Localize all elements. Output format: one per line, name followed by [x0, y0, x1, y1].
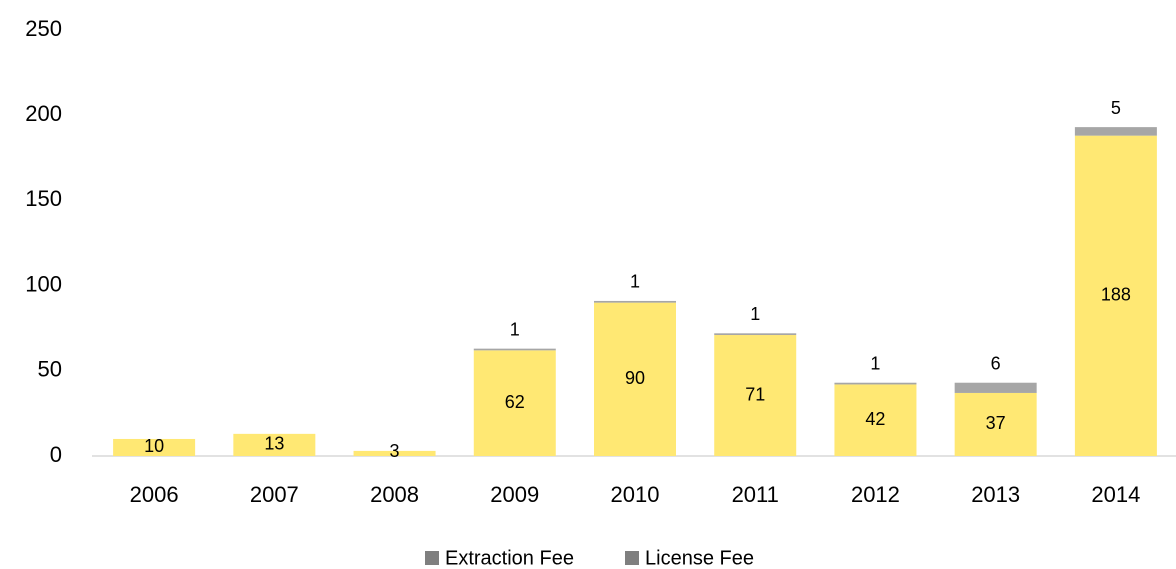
bar-segment: [954, 392, 1037, 456]
bar-segment: [1074, 135, 1157, 456]
y-tick-label: 50: [38, 357, 62, 382]
bar-segment: [834, 382, 917, 385]
x-tick-label: 2010: [611, 482, 660, 507]
data-label: 71: [745, 384, 765, 404]
x-tick-label: 2006: [130, 482, 179, 507]
data-label: 6: [991, 353, 1001, 373]
data-label: 5: [1111, 98, 1121, 118]
y-tick-label: 0: [50, 442, 62, 467]
legend-swatch: [625, 551, 639, 565]
bar-segment: [594, 302, 676, 456]
bar-segment: [834, 384, 917, 456]
bar-segment: [1074, 127, 1157, 136]
bar-segment: [233, 433, 316, 456]
y-tick-label: 100: [25, 271, 62, 296]
x-tick-label: 2011: [732, 482, 779, 507]
data-label: 1: [870, 353, 880, 373]
y-tick-label: 150: [25, 186, 62, 211]
bar-segment: [353, 450, 436, 456]
x-tick-label: 2009: [490, 482, 539, 507]
data-label: 3: [390, 441, 400, 461]
bar-segment: [714, 333, 797, 336]
bar-segment: [473, 350, 556, 456]
data-label: 1: [510, 319, 520, 339]
y-tick-label: 250: [25, 16, 62, 41]
bar-segment: [113, 438, 196, 456]
data-label: 10: [144, 436, 164, 456]
data-label: 90: [625, 368, 645, 388]
y-tick-label: 200: [25, 101, 62, 126]
bar-segment: [714, 335, 797, 456]
bar-segment: [473, 348, 556, 351]
data-label: 13: [264, 434, 284, 454]
x-tick-label: 2014: [1091, 482, 1140, 507]
data-label: 188: [1101, 285, 1131, 305]
data-label: 1: [630, 272, 640, 292]
data-label: 37: [986, 413, 1006, 433]
data-label: 1: [750, 304, 760, 324]
bar-segment: [954, 382, 1037, 393]
x-tick-label: 2013: [971, 482, 1020, 507]
legend-swatch: [425, 551, 439, 565]
bar-segment: [594, 300, 676, 303]
legend-label: License Fee: [645, 547, 754, 569]
x-tick-label: 2007: [250, 482, 299, 507]
x-tick-label: 2008: [370, 482, 419, 507]
legend-label: Extraction Fee: [445, 547, 574, 569]
x-tick-label: 2012: [851, 482, 900, 507]
data-label: 62: [505, 392, 525, 412]
data-label: 42: [865, 409, 885, 429]
